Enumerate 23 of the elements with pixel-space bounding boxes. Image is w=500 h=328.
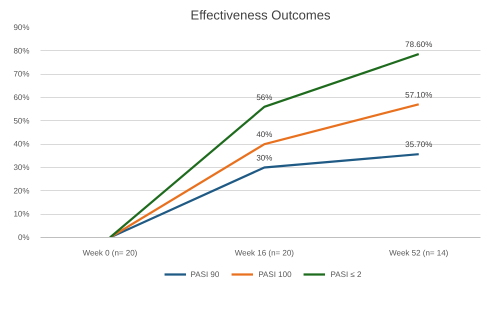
y-tick-label: 20% [13, 186, 30, 196]
y-tick-label: 10% [13, 210, 30, 219]
chart-title: Effectiveness Outcomes [190, 8, 331, 22]
y-tick-label: 90% [13, 23, 30, 32]
y-tick-label: 80% [13, 46, 30, 56]
data-label: 56% [256, 92, 272, 102]
y-tick-label: 70% [13, 70, 30, 79]
y-tick-label: 60% [13, 93, 30, 102]
y-tick-label: 40% [13, 140, 30, 149]
data-label: 30% [256, 154, 272, 162]
legend-label: PASI ≤ 2 [330, 270, 362, 278]
y-tick-label: 30% [13, 163, 30, 172]
y-tick-label: 50% [13, 116, 30, 126]
data-label: 35.70% [405, 140, 432, 150]
data-label: 78.60% [405, 40, 432, 50]
legend-label: PASI 90 [190, 270, 220, 278]
data-label: 40% [256, 130, 272, 140]
legend-label: PASI 100 [258, 270, 292, 278]
x-tick-label: Week 52 (n= 14) [389, 248, 449, 258]
y-tick-label: 0% [18, 233, 30, 242]
x-tick-label: Week 16 (n= 20) [234, 248, 294, 258]
x-tick-label: Week 0 (n= 20) [82, 248, 138, 258]
data-label: 57.10% [405, 90, 432, 100]
